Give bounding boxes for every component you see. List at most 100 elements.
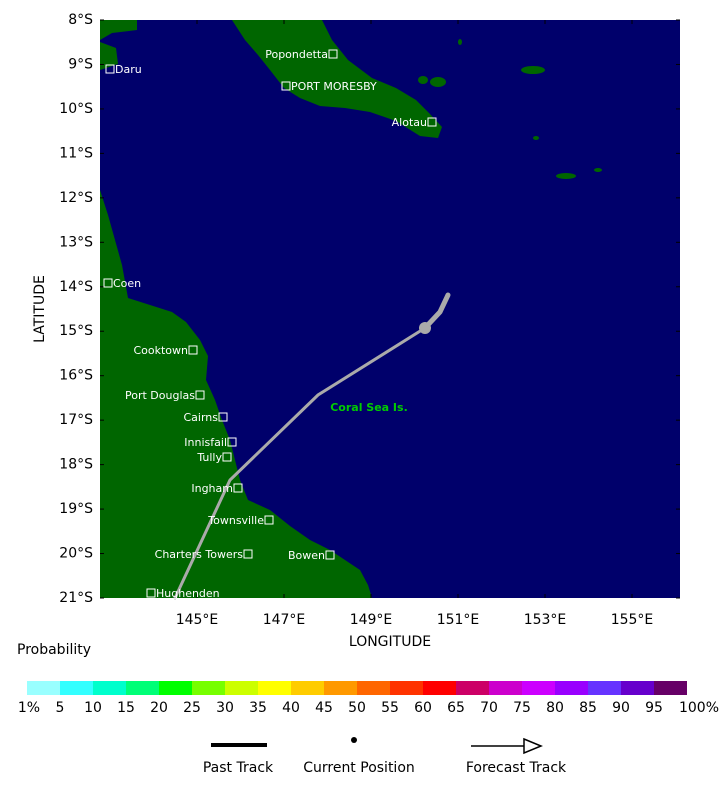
lat-tick-label: 13°S bbox=[59, 234, 93, 250]
current-position bbox=[419, 322, 431, 334]
png bbox=[232, 20, 442, 138]
australia bbox=[100, 190, 372, 598]
lat-tick-label: 8°S bbox=[68, 12, 93, 28]
legend-label: 90 bbox=[612, 700, 630, 716]
legend-label: 35 bbox=[249, 700, 267, 716]
track-key-label: Past Track bbox=[203, 760, 274, 776]
legend-label: 50 bbox=[348, 700, 366, 716]
legend-label: 55 bbox=[381, 700, 399, 716]
place-label: Cairns bbox=[183, 411, 218, 424]
lat-tick-label: 21°S bbox=[59, 590, 93, 606]
lat-tick-label: 9°S bbox=[68, 56, 93, 72]
legend-swatch bbox=[27, 681, 60, 695]
place-label: Ingham bbox=[191, 482, 233, 495]
place-marker bbox=[281, 81, 291, 91]
island bbox=[430, 77, 446, 87]
land bbox=[100, 20, 602, 598]
place-marker bbox=[218, 412, 228, 422]
legend-swatch bbox=[60, 681, 93, 695]
place-label: Cooktown bbox=[133, 344, 188, 357]
lat-tick-label: 17°S bbox=[59, 412, 93, 428]
legend-swatch bbox=[192, 681, 225, 695]
place-marker bbox=[105, 64, 115, 74]
legend-label: 70 bbox=[480, 700, 498, 716]
legend-title: Probability bbox=[17, 642, 91, 658]
lat-tick-label: 16°S bbox=[59, 368, 93, 384]
place-label: Popondetta bbox=[265, 48, 328, 61]
place-label: PORT MORESBY bbox=[291, 80, 377, 93]
place-label: Daru bbox=[115, 63, 142, 76]
island bbox=[458, 39, 462, 45]
legend-label: 10 bbox=[84, 700, 102, 716]
lon-tick-label: 155°E bbox=[611, 612, 654, 628]
legend-label: 100% bbox=[679, 700, 719, 716]
legend-swatch bbox=[291, 681, 324, 695]
place-label: Coen bbox=[113, 277, 141, 290]
island bbox=[594, 168, 602, 172]
forecast-track bbox=[422, 292, 451, 331]
legend-label: 30 bbox=[216, 700, 234, 716]
legend-label: 80 bbox=[546, 700, 564, 716]
legend-swatch bbox=[324, 681, 357, 695]
lat-tick-label: 19°S bbox=[59, 501, 93, 517]
place-label: Hughenden bbox=[156, 587, 220, 600]
legend-label: 20 bbox=[150, 700, 168, 716]
place-label: Alotau bbox=[392, 116, 427, 129]
place-marker bbox=[227, 437, 237, 447]
forecast-arrow bbox=[523, 737, 543, 755]
past-track bbox=[173, 326, 427, 600]
place-marker bbox=[146, 588, 156, 598]
lon-tick-label: 145°E bbox=[176, 612, 219, 628]
island bbox=[418, 76, 428, 84]
place-marker bbox=[328, 49, 338, 59]
legend-swatch bbox=[555, 681, 588, 695]
x-axis-label: LONGITUDE bbox=[349, 634, 431, 650]
legend-swatch bbox=[390, 681, 423, 695]
legend-label: 5 bbox=[56, 700, 65, 716]
lat-tick-label: 10°S bbox=[59, 101, 93, 117]
track bbox=[173, 292, 451, 600]
place-marker bbox=[427, 117, 437, 127]
legend-swatch bbox=[225, 681, 258, 695]
legend-label: 60 bbox=[414, 700, 432, 716]
place-label: Townsville bbox=[207, 514, 264, 527]
place-label: Port Douglas bbox=[125, 389, 195, 402]
lat-tick-label: 20°S bbox=[59, 546, 93, 562]
place-label: Bowen bbox=[288, 549, 325, 562]
place-marker bbox=[103, 278, 113, 288]
legend-swatch bbox=[159, 681, 192, 695]
legend-swatch bbox=[621, 681, 654, 695]
legend-label: 45 bbox=[315, 700, 333, 716]
track-key-label: Forecast Track bbox=[466, 760, 567, 776]
island bbox=[533, 136, 539, 140]
legend-swatch bbox=[522, 681, 555, 695]
legend-label: 65 bbox=[447, 700, 465, 716]
legend-label: 95 bbox=[645, 700, 663, 716]
land-nw bbox=[100, 20, 137, 40]
current-position-key bbox=[351, 737, 357, 743]
lon-tick-label: 153°E bbox=[524, 612, 567, 628]
place-marker bbox=[233, 483, 243, 493]
region-label: Coral Sea Is. bbox=[330, 401, 408, 414]
place-marker bbox=[243, 549, 253, 559]
place-marker bbox=[264, 515, 274, 525]
island bbox=[556, 173, 576, 179]
place-marker bbox=[222, 452, 232, 462]
place-label: Charters Towers bbox=[155, 548, 244, 561]
place-marker bbox=[188, 345, 198, 355]
legend-label: 40 bbox=[282, 700, 300, 716]
legend-swatch bbox=[357, 681, 390, 695]
legend-label: 75 bbox=[513, 700, 531, 716]
lon-tick-label: 149°E bbox=[350, 612, 393, 628]
legend-swatch bbox=[258, 681, 291, 695]
legend-swatch bbox=[654, 681, 687, 695]
track-key-label: Current Position bbox=[303, 760, 415, 776]
legend-label: 25 bbox=[183, 700, 201, 716]
legend-swatch bbox=[456, 681, 489, 695]
y-axis-label: LATITUDE bbox=[32, 275, 48, 343]
lon-tick-label: 151°E bbox=[437, 612, 480, 628]
lat-tick-label: 15°S bbox=[59, 323, 93, 339]
legend-swatch bbox=[126, 681, 159, 695]
place-marker bbox=[195, 390, 205, 400]
